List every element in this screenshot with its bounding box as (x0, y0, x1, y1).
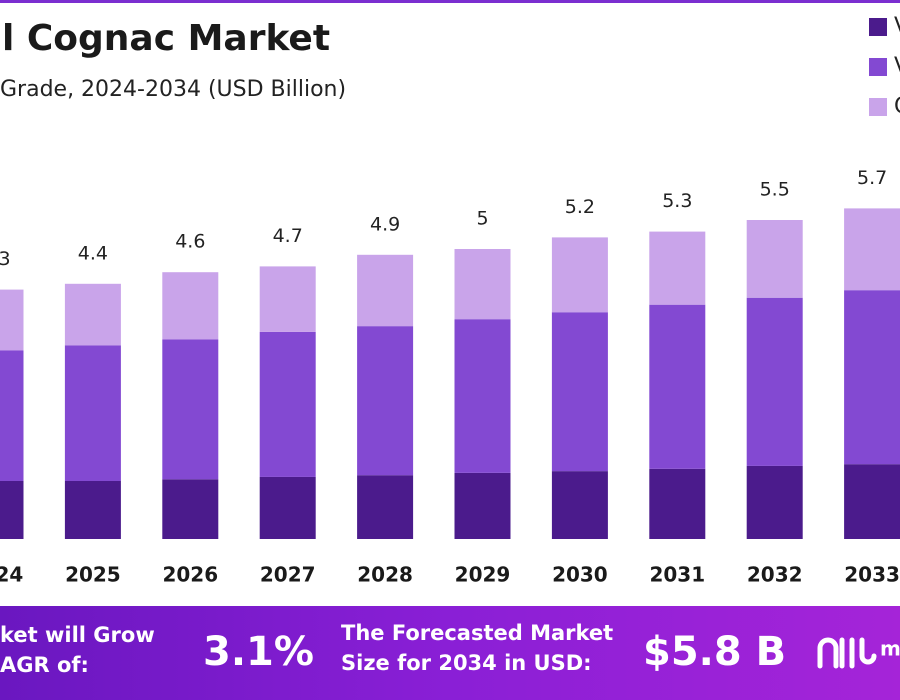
bar-segment (162, 272, 219, 340)
bar-segment (64, 481, 121, 539)
total-label: 4.6 (175, 231, 205, 253)
x-tick-label: 2027 (260, 563, 316, 587)
bar-segment (649, 304, 706, 469)
bar-segment (64, 345, 121, 481)
total-label: 5.3 (662, 190, 692, 212)
total-label: 5.5 (760, 179, 790, 201)
bar-segment (844, 208, 900, 291)
logo-icon (817, 637, 877, 669)
banner-text: The Forecasted Market (341, 621, 613, 645)
x-tick-label: 2025 (65, 563, 121, 587)
legend-label: V (894, 14, 900, 39)
legend-swatch (869, 58, 887, 76)
x-tick-label: 2033 (844, 563, 900, 587)
banner (0, 606, 900, 700)
bar-segment (746, 220, 803, 298)
x-tick-label: 2029 (455, 563, 511, 587)
legend-label: V (894, 54, 900, 79)
bar-segment (551, 237, 608, 313)
x-tick-label: 2030 (552, 563, 608, 587)
bar-segment (357, 475, 414, 539)
banner-value: 3.1% (203, 629, 314, 675)
banner-text: ket will Grow (0, 623, 155, 647)
legend: VVC (869, 14, 900, 119)
bar-segment (746, 465, 803, 539)
total-label: 5 (476, 208, 488, 230)
bar-segment (551, 471, 608, 539)
bar-segment (259, 331, 316, 477)
bar-segment (357, 326, 414, 476)
bar-segment (649, 231, 706, 305)
chart-subtitle: Grade, 2024-2034 (USD Billion) (0, 77, 346, 102)
legend-swatch (869, 98, 887, 116)
total-label: 4.9 (370, 213, 400, 235)
bar-segment (0, 289, 24, 351)
chart-title: l Cognac Market (2, 18, 330, 59)
plot-area: 4.3 2024 4.4 2025 4.6 2026 4.7 2027 4.9 2028 5 2029… (0, 167, 900, 587)
bar-segment (0, 481, 24, 539)
total-label: 4.4 (78, 242, 108, 264)
bar-segment (162, 479, 219, 539)
banner-text: AGR of: (0, 653, 89, 677)
bar-segment (454, 472, 511, 539)
banner-text: Size for 2034 in USD: (341, 651, 592, 675)
bar-segment (259, 266, 316, 332)
bar-segment (162, 339, 219, 480)
x-tick-label: 2032 (747, 563, 803, 587)
bar-segment (454, 249, 511, 320)
bar-segment (844, 290, 900, 465)
x-tick-label: 2026 (162, 563, 218, 587)
legend-swatch (869, 18, 887, 36)
bar-segment (551, 312, 608, 472)
bar-segment (746, 297, 803, 466)
total-label: 4.3 (0, 248, 11, 270)
total-label: 5.2 (565, 196, 595, 218)
bar-segment (0, 350, 24, 481)
banner-value: $5.8 B (643, 629, 786, 675)
total-label: 4.7 (273, 225, 303, 247)
top-border (0, 0, 900, 3)
total-label: 5.7 (857, 167, 887, 189)
legend-label: C (894, 94, 900, 119)
bar-segment (64, 283, 121, 346)
x-tick-label: 2028 (357, 563, 413, 587)
bar-segment (357, 254, 414, 327)
logo-text: m (880, 637, 900, 661)
x-tick-label: 2031 (649, 563, 705, 587)
x-tick-label: 2024 (0, 563, 23, 587)
bar-segment (844, 464, 900, 539)
bar-segment (649, 468, 706, 539)
bar-segment (454, 319, 511, 473)
bar-segment (259, 476, 316, 539)
